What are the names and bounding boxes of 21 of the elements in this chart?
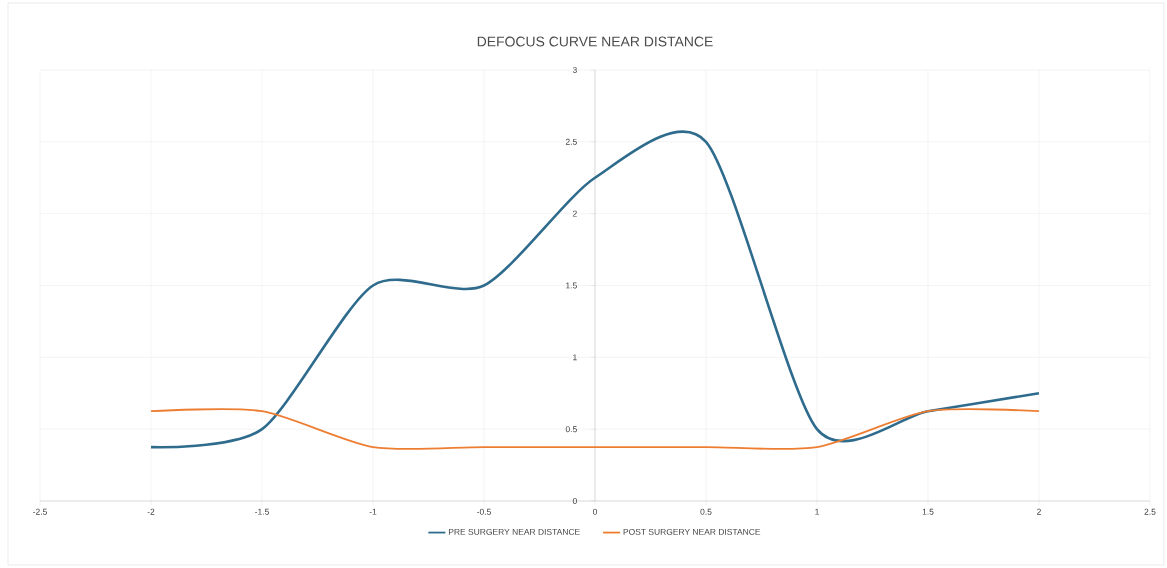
legend-label: POST SURGERY NEAR DISTANCE (623, 528, 761, 535)
x-tick-label: 2 (1037, 508, 1041, 515)
x-tick-label: 0.5 (700, 508, 712, 515)
y-tick-label: 2.5 (565, 138, 577, 145)
x-tick-label: -2.5 (33, 508, 47, 515)
y-tick-label: 2 (572, 210, 577, 217)
y-tick-label: 3 (572, 67, 577, 73)
x-tick-label: 1.5 (922, 508, 934, 515)
legend-label: PRE SURGERY NEAR DISTANCE (448, 528, 580, 535)
x-tick-label: -1 (369, 508, 377, 515)
x-tick-label: 1 (815, 508, 819, 515)
x-tick-label: -1.5 (255, 508, 269, 515)
y-tick-label: 1 (573, 354, 577, 361)
y-tick-label: 1.5 (566, 282, 577, 289)
x-tick-label: 0 (592, 508, 598, 515)
chart-title: DEFOCUS CURVE NEAR DISTANCE (477, 36, 713, 47)
x-tick-label: -2 (147, 508, 155, 515)
y-tick-label: 0 (572, 497, 577, 504)
x-tick-label: -0.5 (477, 508, 491, 515)
x-tick-label: 2.5 (1144, 508, 1156, 515)
y-tick-label: 0.5 (565, 426, 577, 433)
